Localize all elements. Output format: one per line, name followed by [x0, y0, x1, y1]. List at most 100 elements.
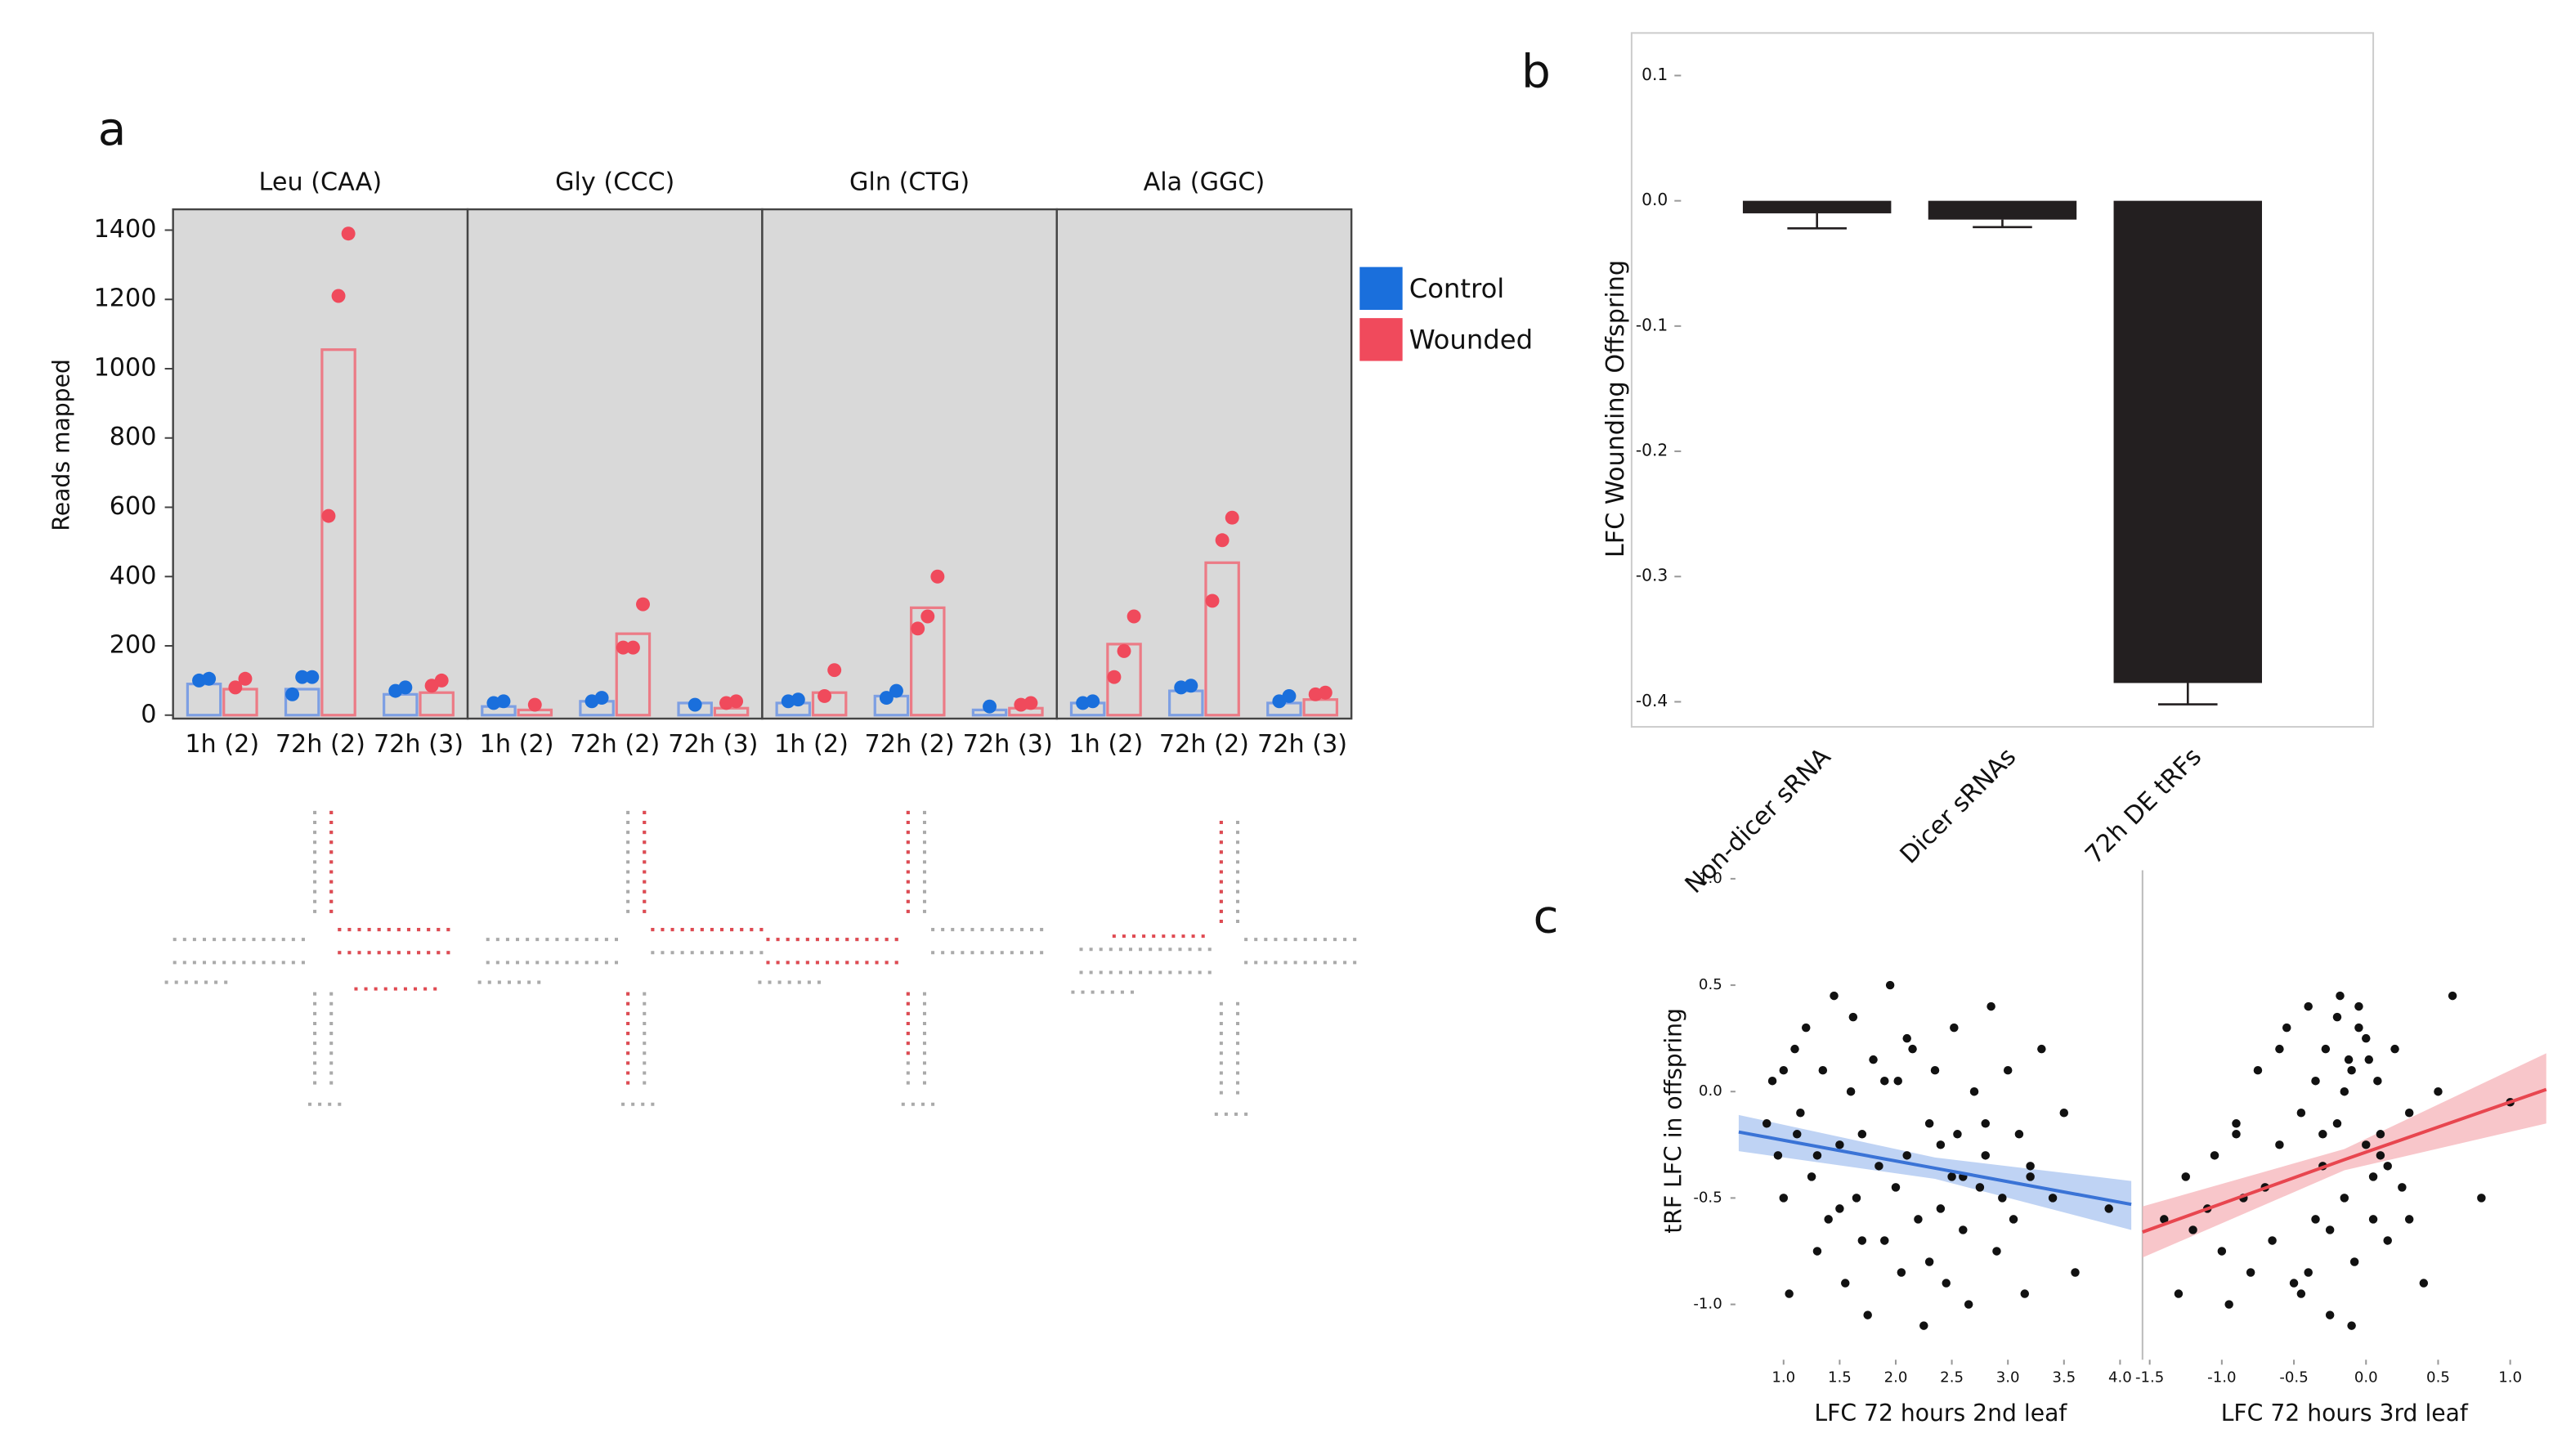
data-point — [434, 673, 449, 688]
facet-background — [761, 208, 1058, 720]
data-point — [1796, 1109, 1805, 1118]
data-point — [527, 697, 542, 712]
y-tick-label: -0.2 — [1636, 441, 1668, 460]
data-point — [398, 680, 413, 695]
data-point — [2026, 1172, 2035, 1181]
x-tick-label: 0.0 — [2354, 1369, 2378, 1386]
y-tick-label: 800 — [110, 423, 157, 451]
data-point — [2376, 1130, 2385, 1139]
facet-title: Gln (CTG) — [849, 168, 970, 196]
data-point — [2362, 1033, 2371, 1043]
error-bar — [2157, 683, 2218, 706]
data-point — [1902, 1033, 1911, 1043]
x-tick-label: 0.5 — [2426, 1369, 2450, 1386]
x-tick-label: 72h DE tRFs — [2080, 742, 2207, 870]
data-point — [1848, 1012, 1858, 1022]
bar — [1106, 643, 1142, 717]
data-point — [238, 671, 253, 686]
bar — [419, 691, 455, 717]
data-point — [2340, 1194, 2349, 1203]
y-tick-label: 400 — [110, 562, 157, 590]
data-point — [2390, 1044, 2399, 1054]
data-point — [2059, 1109, 2069, 1118]
data-point — [1282, 688, 1297, 703]
data-point — [1981, 1151, 1990, 1160]
data-point — [2275, 1044, 2284, 1054]
data-point — [791, 692, 805, 707]
data-point — [1835, 1140, 1844, 1149]
x-tick-label: 4.0 — [2108, 1369, 2132, 1386]
data-point — [1790, 1044, 1799, 1054]
data-point — [2448, 991, 2457, 1001]
y-tick-label: 1400 — [94, 215, 157, 244]
data-point — [2347, 1321, 2356, 1330]
data-point — [305, 670, 320, 684]
x-tick-label: 72h (3) — [668, 730, 758, 759]
x-tick-label: 72h (3) — [963, 730, 1053, 759]
data-point — [1807, 1172, 1816, 1181]
data-point — [1830, 991, 1839, 1001]
x-tick-label: 1h (2) — [185, 730, 259, 759]
data-point — [2419, 1279, 2429, 1288]
data-point — [1924, 1257, 1934, 1266]
data-point — [1023, 696, 1038, 710]
data-point — [2014, 1130, 2024, 1139]
y-tick-label: 1000 — [94, 353, 157, 382]
data-point — [1969, 1086, 1979, 1096]
data-point — [2217, 1247, 2227, 1256]
confidence-band — [2142, 1053, 2546, 1258]
data-point — [1981, 1119, 1990, 1128]
y-axis-label: Reads mapped — [48, 359, 75, 531]
y-axis-label: LFC Wounding Offspring — [1601, 260, 1630, 558]
x-tick-label: 72h (3) — [1257, 730, 1347, 759]
data-point — [1930, 1065, 1940, 1075]
data-point — [2398, 1183, 2407, 1192]
y-tick-label: 0.0 — [1642, 190, 1668, 209]
data-point — [2325, 1310, 2335, 1319]
data-point — [2160, 1215, 2169, 1224]
data-point — [1880, 1236, 1889, 1245]
data-point — [817, 688, 832, 703]
data-point — [1986, 1001, 1995, 1011]
data-point — [2026, 1162, 2035, 1171]
x-tick-label: 2.5 — [1940, 1369, 1964, 1386]
data-point — [1812, 1151, 1822, 1160]
data-point — [1959, 1225, 1968, 1234]
data-point — [2037, 1044, 2046, 1054]
facet-background — [1055, 208, 1353, 720]
data-point — [2383, 1236, 2392, 1245]
data-point — [2362, 1140, 2371, 1149]
data-point — [1908, 1044, 1917, 1054]
x-tick-label: 1h (2) — [774, 730, 849, 759]
y-axis-label: tRF LFC in offspring — [1660, 1008, 1686, 1234]
data-point — [1225, 510, 1239, 525]
data-point — [2404, 1109, 2414, 1118]
data-point — [1779, 1065, 1789, 1075]
bar — [1204, 561, 1240, 717]
plot-frame — [1630, 32, 2375, 728]
legend-swatch — [1359, 318, 1403, 361]
data-point — [2434, 1086, 2443, 1096]
legend-label: Wounded — [1409, 324, 1533, 355]
data-point — [1919, 1321, 1928, 1330]
data-point — [1184, 679, 1198, 693]
data-point — [2383, 1162, 2392, 1171]
data-point — [1992, 1247, 2001, 1256]
panel-label: b — [1521, 45, 1551, 98]
data-point — [2376, 1151, 2385, 1160]
data-point — [1812, 1247, 1822, 1256]
x-tick-label: 1h (2) — [480, 730, 554, 759]
data-point — [2174, 1289, 2184, 1298]
data-point — [2340, 1086, 2349, 1096]
x-tick-label: 1.5 — [1828, 1369, 1852, 1386]
bar — [284, 688, 320, 717]
data-point — [1762, 1119, 1771, 1128]
data-point — [1942, 1279, 1951, 1288]
bar — [909, 606, 946, 717]
x-tick-label: -1.0 — [2207, 1369, 2236, 1386]
data-point — [2332, 1119, 2342, 1128]
bar — [1302, 698, 1339, 717]
data-point — [1902, 1151, 1911, 1160]
data-point — [1824, 1215, 1833, 1224]
